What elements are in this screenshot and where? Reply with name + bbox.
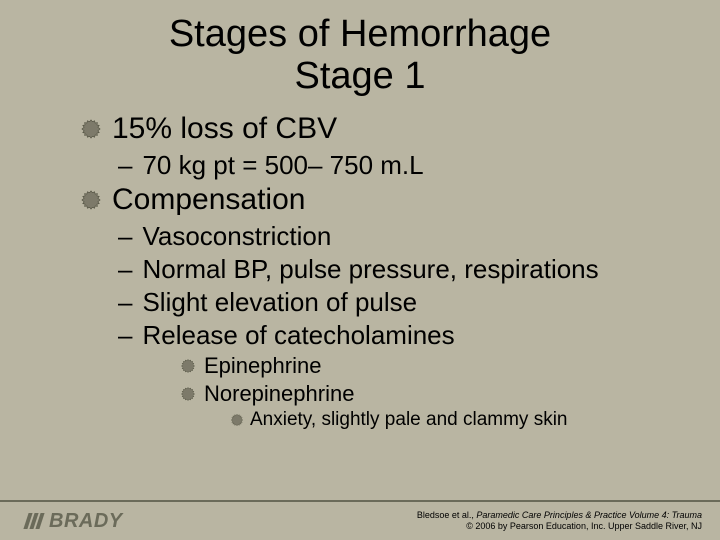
- bullet-text: Slight elevation of pulse: [142, 287, 417, 318]
- dash-bullet-icon: –: [118, 150, 132, 181]
- brady-logo: BRADY: [26, 510, 123, 533]
- bullet-level4: Anxiety, slightly pale and clammy skin: [230, 409, 680, 431]
- plus-bullet-icon: [180, 358, 196, 374]
- brady-logo-text: BRADY: [49, 510, 123, 533]
- bullet-level2: – Normal BP, pulse pressure, respiration…: [118, 254, 680, 285]
- slide-title: Stages of Hemorrhage Stage 1: [40, 14, 680, 98]
- bullet-level3: Epinephrine: [180, 353, 680, 379]
- plus-bullet-icon: [80, 118, 102, 140]
- bullet-level1: Compensation: [80, 183, 680, 217]
- slide-content: 15% loss of CBV – 70 kg pt = 500– 750 m.…: [40, 112, 680, 431]
- dash-bullet-icon: –: [118, 320, 132, 351]
- plus-bullet-icon: [230, 413, 244, 427]
- bullet-level2: – 70 kg pt = 500– 750 m.L: [118, 150, 680, 181]
- plus-bullet-icon: [80, 189, 102, 211]
- bullet-level2: – Release of catecholamines: [118, 320, 680, 351]
- bullet-text: Norepinephrine: [204, 381, 354, 407]
- citation-line2: © 2006 by Pearson Education, Inc. Upper …: [417, 521, 702, 532]
- bullet-level2: – Slight elevation of pulse: [118, 287, 680, 318]
- dash-bullet-icon: –: [118, 287, 132, 318]
- dash-bullet-icon: –: [118, 254, 132, 285]
- citation: Bledsoe et al., Paramedic Care Principle…: [417, 510, 702, 532]
- bullet-text: Normal BP, pulse pressure, respirations: [142, 254, 598, 285]
- slide-footer: BRADY Bledsoe et al., Paramedic Care Pri…: [0, 500, 720, 540]
- bullet-text: Epinephrine: [204, 353, 321, 379]
- dash-bullet-icon: –: [118, 221, 132, 252]
- citation-plain: Bledsoe et al.,: [417, 510, 477, 520]
- bullet-level1: 15% loss of CBV: [80, 112, 680, 146]
- bullet-text: Vasoconstriction: [142, 221, 331, 252]
- bullet-level3: Norepinephrine: [180, 381, 680, 407]
- bullet-level2: – Vasoconstriction: [118, 221, 680, 252]
- brady-bars-icon: [26, 513, 42, 529]
- title-line2: Stage 1: [295, 55, 426, 97]
- slide: Stages of Hemorrhage Stage 1 15% loss of…: [0, 0, 720, 540]
- title-line1: Stages of Hemorrhage: [169, 13, 551, 55]
- bullet-text: 70 kg pt = 500– 750 m.L: [142, 150, 423, 181]
- citation-italic: Paramedic Care Principles & Practice Vol…: [476, 510, 702, 520]
- plus-bullet-icon: [180, 386, 196, 402]
- bullet-text: 15% loss of CBV: [112, 112, 337, 146]
- bullet-text: Release of catecholamines: [142, 320, 454, 351]
- bullet-text: Compensation: [112, 183, 305, 217]
- citation-line1: Bledsoe et al., Paramedic Care Principle…: [417, 510, 702, 521]
- bullet-text: Anxiety, slightly pale and clammy skin: [250, 409, 568, 431]
